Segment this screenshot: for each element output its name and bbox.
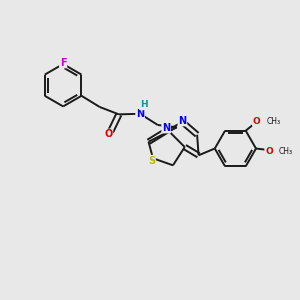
Text: CH₃: CH₃	[279, 147, 293, 156]
Text: H: H	[140, 100, 147, 109]
Text: N: N	[162, 123, 170, 133]
Text: CH₃: CH₃	[266, 117, 280, 126]
Text: S: S	[148, 156, 155, 166]
Text: O: O	[253, 117, 260, 126]
Text: N: N	[178, 116, 187, 126]
Text: O: O	[104, 129, 112, 140]
Text: N: N	[136, 109, 144, 119]
Text: O: O	[265, 147, 273, 156]
Text: F: F	[60, 58, 67, 68]
